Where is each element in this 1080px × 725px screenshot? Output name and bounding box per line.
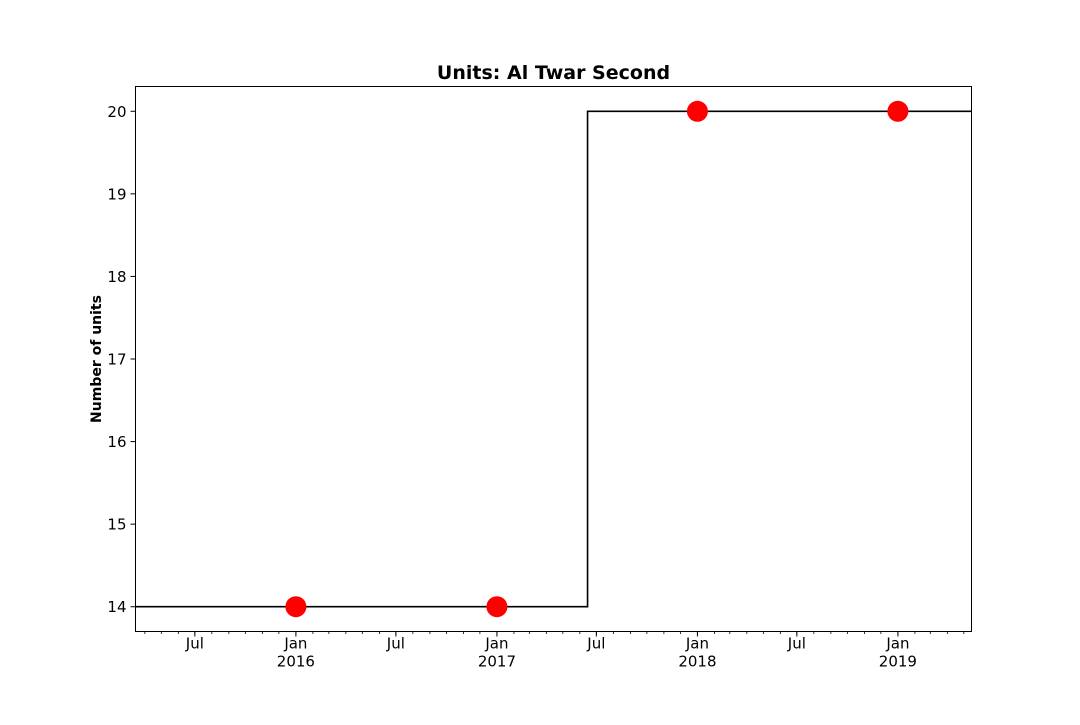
x-tick-label: Jul	[787, 635, 806, 653]
x-tick-label: Jan	[685, 635, 709, 653]
plot-frame	[135, 86, 972, 632]
x-tick-label: Jul	[586, 635, 605, 653]
y-tick-label: 14	[107, 598, 126, 616]
data-point	[285, 596, 307, 618]
y-tick-label: 15	[107, 516, 126, 534]
scatter-series	[285, 100, 909, 618]
data-point	[486, 596, 508, 618]
x-tick-label: Jan	[484, 635, 508, 653]
x-tick-label: Jul	[185, 635, 204, 653]
chart-title: Units: Al Twar Second	[437, 62, 670, 84]
y-axis-ticks: 14 15 16 17 18 19 20	[107, 103, 136, 616]
x-tick-label: Jan	[283, 635, 307, 653]
step-series	[135, 110, 972, 608]
x-tick-year-label: 2017	[478, 653, 516, 671]
y-tick-label: 20	[107, 103, 126, 121]
y-tick-label: 16	[107, 433, 126, 451]
x-tick-year-label: 2016	[277, 653, 315, 671]
step-line	[135, 110, 972, 608]
data-point	[887, 100, 909, 122]
x-tick-year-label: 2018	[678, 653, 716, 671]
x-tick-label: Jul	[386, 635, 405, 653]
y-tick-label: 19	[107, 185, 126, 203]
data-point	[686, 100, 708, 122]
y-tick-label: 18	[107, 268, 126, 286]
x-tick-year-label: 2019	[879, 653, 917, 671]
y-axis-label: Number of units	[89, 295, 105, 423]
y-tick-label: 17	[107, 351, 126, 369]
x-tick-label: Jan	[885, 635, 909, 653]
